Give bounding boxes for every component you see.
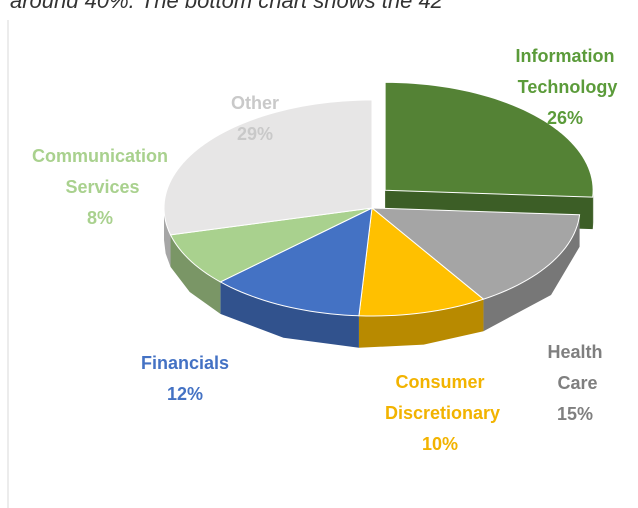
pie-slice xyxy=(384,81,594,198)
slice-label: Information Technology xyxy=(513,46,618,97)
value-label: 29% xyxy=(237,124,273,144)
slice-label: Financials xyxy=(141,353,229,373)
pie-slice xyxy=(370,207,581,300)
slice-label: Other xyxy=(231,93,279,113)
slice-side xyxy=(358,299,484,348)
value-label: 10% xyxy=(422,434,458,454)
value-label: 15% xyxy=(557,404,593,424)
pie-slice xyxy=(163,99,373,236)
pie-slice xyxy=(358,207,485,317)
slice-side xyxy=(483,214,580,332)
pie-slice xyxy=(219,207,373,317)
pie-tops xyxy=(163,81,594,317)
caption: around 40%. The bottom chart shows the 4… xyxy=(10,0,443,13)
value-label: 12% xyxy=(167,384,203,404)
value-label: 26% xyxy=(547,108,583,128)
pie-labels: Information Technology 26% Health Care 15% C… xyxy=(32,46,617,454)
slice-side xyxy=(220,281,359,348)
slice-label: Health Care xyxy=(547,342,602,393)
pie-slice xyxy=(169,207,373,283)
slice-label: Consumer Discretionary xyxy=(380,372,500,423)
slice-label: Communication Services xyxy=(32,146,168,197)
slice-side xyxy=(170,234,221,314)
value-label: 8% xyxy=(87,208,113,228)
